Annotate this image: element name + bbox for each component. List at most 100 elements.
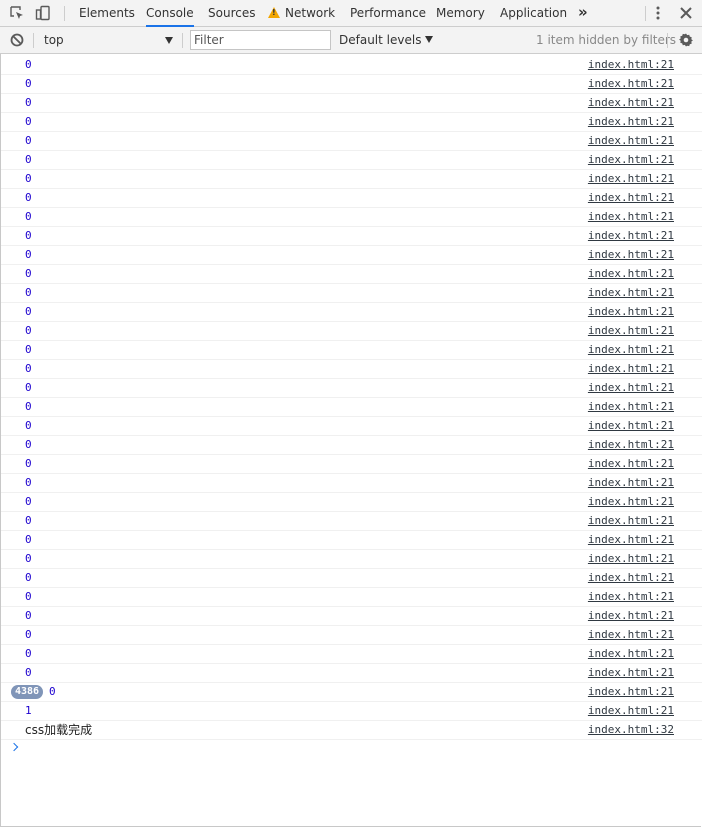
console-value: 0 [25, 172, 32, 185]
source-link[interactable]: index.html:21 [587, 514, 674, 527]
tab-network[interactable]: Network [268, 0, 335, 26]
source-link[interactable]: index.html:21 [587, 286, 674, 299]
inspect-element-icon[interactable] [9, 5, 25, 21]
source-link[interactable]: index.html:21 [587, 267, 674, 280]
source-link[interactable]: index.html:21 [587, 58, 674, 71]
source-link[interactable]: index.html:21 [587, 647, 674, 660]
source-link[interactable]: index.html:21 [587, 96, 674, 109]
console-message: 4386 0 index.html:21 [1, 683, 702, 702]
source-link[interactable]: index.html:21 [587, 210, 674, 223]
close-icon[interactable] [678, 5, 694, 21]
console-message: 0 index.html:21 [1, 664, 702, 683]
source-link[interactable]: index.html:21 [587, 362, 674, 375]
source-link[interactable]: index.html:21 [587, 552, 674, 565]
console-message: 0 index.html:21 [1, 170, 702, 189]
source-link[interactable]: index.html:21 [587, 77, 674, 90]
console-value: 0 [25, 495, 32, 508]
console-value: 0 [25, 267, 32, 280]
source-link[interactable]: index.html:21 [587, 609, 674, 622]
console-value: 0 [25, 590, 32, 603]
tab-elements[interactable]: Elements [79, 6, 135, 20]
console-message: 0 index.html:21 [1, 341, 702, 360]
chevron-down-icon [425, 36, 434, 43]
source-link[interactable]: index.html:21 [587, 153, 674, 166]
log-levels-dropdown[interactable]: Default levels [339, 30, 434, 50]
devtools-tabbar: Elements Console Sources Network Perform… [0, 0, 702, 27]
source-link[interactable]: index.html:21 [587, 229, 674, 242]
source-link[interactable]: index.html:21 [587, 685, 674, 698]
console-message: 0 index.html:21 [1, 360, 702, 379]
source-link[interactable]: index.html:21 [587, 704, 674, 717]
source-link[interactable]: index.html:21 [587, 571, 674, 584]
source-link[interactable]: index.html:32 [587, 723, 674, 736]
source-link[interactable]: index.html:21 [587, 533, 674, 546]
source-link[interactable]: index.html:21 [587, 438, 674, 451]
console-value: 0 [25, 571, 32, 584]
source-link[interactable]: index.html:21 [587, 115, 674, 128]
console-message: 0 index.html:21 [1, 322, 702, 341]
log-levels-label: Default levels [339, 33, 422, 47]
console-value: 1 [25, 704, 32, 717]
console-value: 0 [49, 685, 56, 698]
toolbar-divider [667, 33, 668, 48]
filter-input[interactable] [190, 30, 331, 50]
source-link[interactable]: index.html:21 [587, 666, 674, 679]
console-message: 0 index.html:21 [1, 569, 702, 588]
console-message: 0 index.html:21 [1, 208, 702, 227]
console-message: 0 index.html:21 [1, 227, 702, 246]
source-link[interactable]: index.html:21 [587, 343, 674, 356]
source-link[interactable]: index.html:21 [587, 324, 674, 337]
source-link[interactable]: index.html:21 [587, 248, 674, 261]
toolbar-divider [33, 33, 34, 48]
console-message: 1 index.html:21 [1, 702, 702, 721]
console-value: 0 [25, 514, 32, 527]
console-value: 0 [25, 438, 32, 451]
source-link[interactable]: index.html:21 [587, 172, 674, 185]
toolbar-divider [64, 6, 65, 21]
console-message: 0 index.html:21 [1, 132, 702, 151]
console-value: 0 [25, 419, 32, 432]
prompt-chevron-icon [9, 742, 19, 752]
kebab-menu-icon[interactable] [650, 5, 666, 21]
source-link[interactable]: index.html:21 [587, 476, 674, 489]
console-prompt[interactable] [1, 740, 702, 760]
repeat-count-badge: 4386 [11, 685, 44, 699]
source-link[interactable]: index.html:21 [587, 400, 674, 413]
console-message: 0 index.html:21 [1, 531, 702, 550]
more-tabs-button[interactable]: » [578, 3, 588, 21]
source-link[interactable]: index.html:21 [587, 381, 674, 394]
console-value: 0 [25, 381, 32, 394]
tab-application[interactable]: Application [500, 6, 568, 20]
source-link[interactable]: index.html:21 [587, 419, 674, 432]
console-message: 0 index.html:21 [1, 303, 702, 322]
console-message: 0 index.html:21 [1, 189, 702, 208]
console-value: 0 [25, 248, 32, 261]
console-value: 0 [25, 362, 32, 375]
source-link[interactable]: index.html:21 [587, 305, 674, 318]
context-selector[interactable]: top [37, 30, 177, 50]
tab-memory[interactable]: Memory [436, 6, 485, 20]
device-toolbar-icon[interactable] [35, 5, 51, 21]
console-value: 0 [25, 115, 32, 128]
gear-icon[interactable] [678, 32, 694, 48]
console-messages: 0 index.html:21 0 index.html:21 0 index.html:… [1, 56, 702, 760]
console-value: 0 [25, 286, 32, 299]
tab-performance[interactable]: Performance [350, 6, 427, 20]
tab-console[interactable]: Console [146, 0, 194, 27]
clear-console-icon[interactable] [9, 32, 25, 48]
console-message: 0 index.html:21 [1, 94, 702, 113]
console-message: 0 index.html:21 [1, 455, 702, 474]
console-toolbar: top Default levels 1 item hidden by filt… [0, 27, 702, 54]
source-link[interactable]: index.html:21 [587, 628, 674, 641]
tab-sources[interactable]: Sources [208, 6, 256, 20]
source-link[interactable]: index.html:21 [587, 590, 674, 603]
console-message: 0 index.html:21 [1, 265, 702, 284]
source-link[interactable]: index.html:21 [587, 495, 674, 508]
source-link[interactable]: index.html:21 [587, 191, 674, 204]
toolbar-divider [182, 33, 183, 48]
source-link[interactable]: index.html:21 [587, 134, 674, 147]
console-message: 0 index.html:21 [1, 113, 702, 132]
console-value: 0 [25, 324, 32, 337]
source-link[interactable]: index.html:21 [587, 457, 674, 470]
